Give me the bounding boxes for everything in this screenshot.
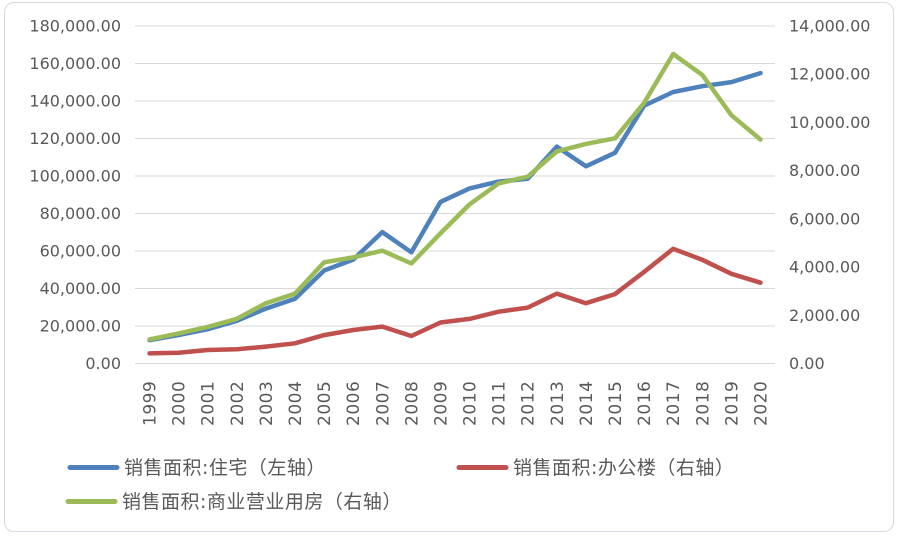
x-axis-year-label: 2010 bbox=[461, 381, 481, 426]
x-axis-year-label: 2001 bbox=[199, 381, 219, 426]
x-axis-year-label: 2007 bbox=[373, 381, 393, 426]
y-right-tick-label: 4,000.00 bbox=[789, 258, 860, 277]
legend-label-commercial: 销售面积:商业营业用房（右轴） bbox=[122, 491, 402, 513]
series-line-office bbox=[147, 246, 763, 356]
x-axis-year-label: 2012 bbox=[519, 381, 539, 426]
x-axis-year-labels: 1999 2000 2001 2002 2003 2004 2005 2006 2007 2008… bbox=[141, 381, 772, 426]
x-axis-year-label: 2008 bbox=[402, 381, 422, 426]
x-axis-year-label: 1999 bbox=[141, 381, 161, 426]
y-right-tick-label: 8,000.00 bbox=[789, 161, 860, 180]
y-right-tick-label: 0.00 bbox=[789, 354, 825, 373]
x-axis-year-label: 2009 bbox=[431, 381, 451, 426]
x-axis-year-label: 2017 bbox=[664, 381, 684, 426]
x-axis-year-label: 2004 bbox=[286, 381, 306, 426]
x-axis-year-label: 2013 bbox=[548, 381, 568, 426]
series-line-commercial bbox=[147, 51, 763, 342]
x-axis-year-label: 2014 bbox=[577, 381, 597, 426]
y-left-tick-label: 80,000.00 bbox=[40, 204, 121, 223]
y-right-tick-label: 10,000.00 bbox=[789, 113, 870, 132]
x-axis-year-label: 2003 bbox=[257, 381, 277, 426]
x-axis-year-label: 2019 bbox=[722, 381, 742, 426]
y-left-tick-label: 100,000.00 bbox=[29, 167, 121, 186]
y-left-tick-label: 0.00 bbox=[85, 354, 121, 373]
y-left-tick-label: 20,000.00 bbox=[40, 317, 121, 336]
y-left-tick-label: 60,000.00 bbox=[40, 242, 121, 261]
x-axis-year-label: 2015 bbox=[606, 381, 626, 426]
x-axis-year-label: 2006 bbox=[344, 381, 364, 426]
series-lines bbox=[147, 51, 763, 356]
x-axis-year-label: 2011 bbox=[490, 381, 510, 426]
series-line-residential bbox=[147, 70, 763, 343]
y-right-tick-label: 6,000.00 bbox=[789, 209, 860, 228]
y-left-tick-label: 160,000.00 bbox=[29, 54, 121, 73]
y-right-tick-label: 14,000.00 bbox=[789, 17, 870, 36]
y-left-tick-label: 120,000.00 bbox=[29, 129, 121, 148]
y-right-tick-label: 12,000.00 bbox=[789, 65, 870, 84]
right-axis-tick-labels: 0.00 2,000.00 4,000.00 6,000.00 8,000.00 10,0… bbox=[789, 17, 870, 374]
legend-label-office: 销售面积:办公楼（右轴） bbox=[513, 457, 734, 479]
x-axis-year-label: 2000 bbox=[170, 381, 190, 426]
y-right-tick-label: 2,000.00 bbox=[789, 306, 860, 325]
x-axis-year-label: 2016 bbox=[635, 381, 655, 426]
x-axis-year-label: 2020 bbox=[751, 381, 771, 426]
legend: 销售面积:住宅（左轴） 销售面积:办公楼（右轴） 销售面积:商业营业用房（右轴） bbox=[65, 457, 734, 513]
x-axis-year-label: 2018 bbox=[693, 381, 713, 426]
y-left-tick-label: 140,000.00 bbox=[29, 92, 121, 111]
legend-label-residential: 销售面积:住宅（左轴） bbox=[124, 457, 326, 479]
y-left-tick-label: 180,000.00 bbox=[29, 17, 121, 36]
y-left-tick-label: 40,000.00 bbox=[40, 279, 121, 298]
left-axis-tick-labels: 0.00 20,000.00 40,000.00 60,000.00 80,000.00… bbox=[29, 17, 121, 374]
x-axis-year-label: 2002 bbox=[228, 381, 248, 426]
x-axis-year-label: 2005 bbox=[315, 381, 335, 426]
